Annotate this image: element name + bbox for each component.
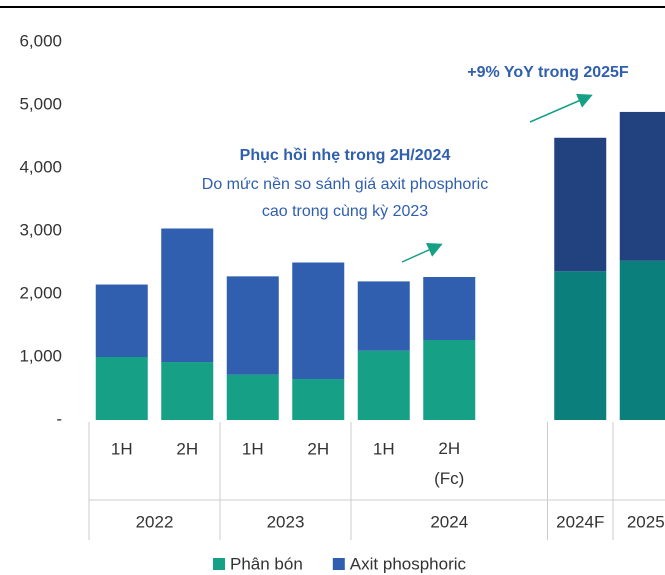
legend-label: Phân bón	[230, 554, 303, 573]
group-label: 2024F	[556, 512, 604, 531]
y-tick-label: 5,000	[19, 94, 62, 113]
arrow	[401, 243, 443, 263]
y-tick-label: 6,000	[19, 31, 62, 50]
x-tick-label: 1H	[242, 439, 264, 458]
x-tick-label: 1H	[373, 439, 395, 458]
bar-segment	[292, 379, 345, 420]
bar-segment	[357, 281, 410, 351]
bar-segment	[554, 271, 607, 420]
x-tick-label: 2H	[307, 439, 329, 458]
legend-swatch	[213, 558, 225, 570]
annotation: Phục hồi nhẹ trong 2H/2024	[240, 147, 451, 164]
bar-segment	[226, 276, 279, 375]
x-tick-label: 1H	[111, 439, 133, 458]
bar-segment	[357, 350, 410, 420]
bar-segment	[161, 228, 214, 363]
bar-segment	[423, 276, 476, 340]
annotation: Do mức nền so sánh giá axit phosphoric	[202, 176, 488, 193]
y-tick-label: 1,000	[19, 346, 62, 365]
y-tick-label: 3,000	[19, 220, 62, 239]
bar-segment	[619, 111, 665, 261]
bar-segment	[226, 374, 279, 420]
bar-segment	[95, 284, 148, 357]
y-tick-label: 4,000	[19, 157, 62, 176]
bar-segment	[292, 262, 345, 380]
legend-label: Axit phosphoric	[350, 554, 467, 573]
bar-segment	[554, 137, 607, 272]
group-label: 2022	[136, 512, 174, 531]
group-label: 2023	[267, 512, 305, 531]
bar-segment	[161, 362, 214, 420]
annotation: +9% YoY trong 2025F	[467, 64, 629, 81]
x-tick-label: 2H	[176, 439, 198, 458]
bar-segment	[95, 357, 148, 420]
legend-swatch	[332, 558, 345, 570]
bar-segment	[423, 339, 476, 420]
group-label: 2024	[430, 512, 468, 531]
y-tick-label: -	[56, 409, 62, 428]
x-tick-label: 2H (Fc)	[434, 439, 464, 488]
bar-segment	[619, 260, 665, 420]
y-tick-label: 2,000	[19, 283, 62, 302]
arrow	[529, 93, 593, 123]
group-label: 2025	[627, 512, 665, 531]
annotation: cao trong cùng kỳ 2023	[262, 203, 428, 220]
